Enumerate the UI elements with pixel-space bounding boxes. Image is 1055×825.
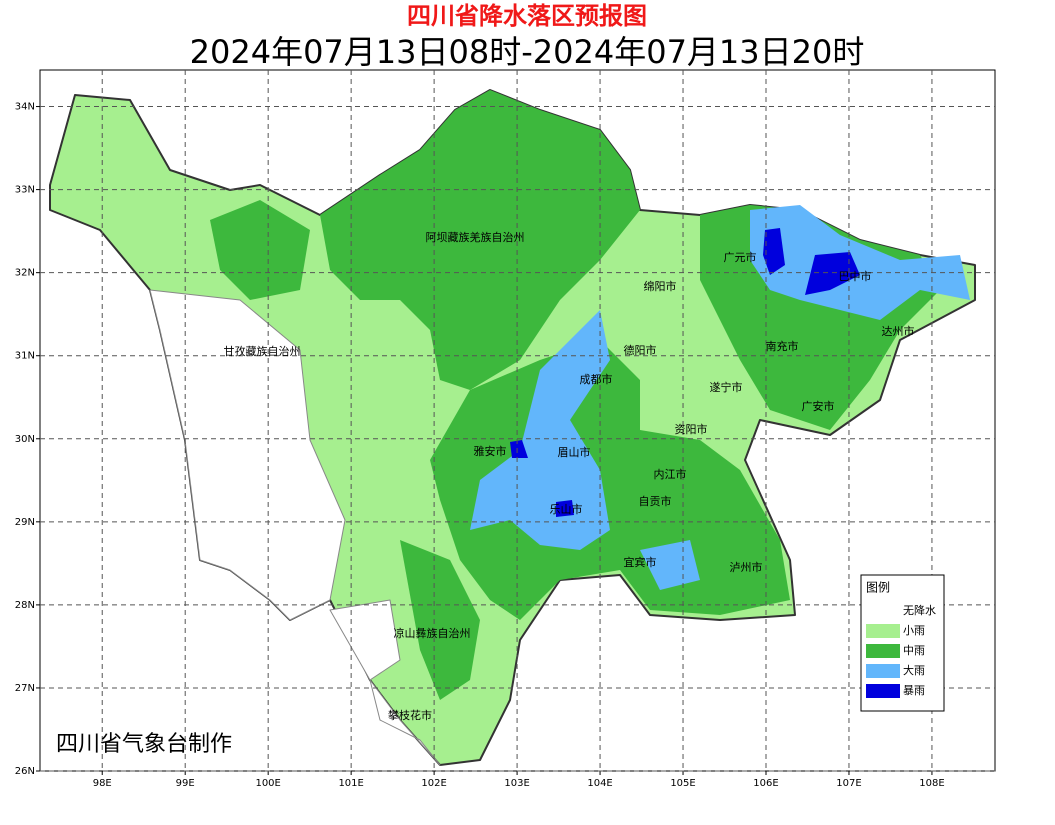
x-tick-label: 103E — [504, 778, 529, 789]
rainstorm-4 — [556, 500, 574, 517]
credit: 四川省气象台制作 — [56, 732, 232, 757]
city-label: 乐山市 — [550, 502, 583, 516]
city-label: 巴中市 — [839, 269, 872, 283]
city-label: 遂宁市 — [710, 380, 743, 394]
legend-label: 大雨 — [903, 663, 925, 677]
legend-swatch — [866, 684, 900, 698]
legend-swatch — [866, 604, 900, 618]
legend-label: 小雨 — [903, 624, 925, 637]
rainstorm-3 — [510, 440, 528, 458]
heavy-rain-south — [640, 540, 700, 590]
city-label: 广安市 — [802, 399, 835, 413]
city-label: 成都市 — [580, 372, 613, 386]
x-tick-label: 106E — [753, 778, 778, 789]
x-tick-label: 99E — [176, 778, 195, 789]
city-label: 绵阳市 — [644, 279, 677, 293]
y-tick-label: 28N — [15, 600, 35, 611]
rainstorm-1 — [763, 228, 785, 275]
city-label: 眉山市 — [558, 445, 591, 459]
legend-title: 图例 — [866, 581, 890, 595]
city-label: 凉山彝族自治州 — [394, 626, 471, 640]
legend-label: 中雨 — [903, 644, 925, 657]
moderate-rain-north — [320, 90, 640, 390]
legend-swatch — [866, 644, 900, 658]
legend-label: 暴雨 — [903, 684, 925, 697]
rain-areas — [49, 89, 976, 766]
grid: 98E 99E 100E 101E 102E 103E 104E 105E 106E 107E 10… — [15, 70, 995, 789]
moderate-rain-center — [430, 340, 790, 620]
city-label: 宜宾市 — [624, 555, 657, 569]
x-tick-label: 98E — [93, 778, 112, 789]
x-tick-label: 100E — [255, 778, 280, 789]
subtitle: 2024年07月13日08时-2024年07月13日20时 — [190, 33, 865, 71]
x-tick-label: 104E — [587, 778, 612, 789]
y-tick-label: 30N — [15, 434, 35, 445]
x-tick-label: 102E — [421, 778, 446, 789]
x-tick-label: 105E — [670, 778, 695, 789]
city-label: 自贡市 — [639, 494, 672, 508]
y-tick-label: 32N — [15, 268, 35, 279]
city-label: 攀枝花市 — [388, 708, 432, 722]
y-tick-label: 33N — [15, 185, 35, 196]
city-label: 内江市 — [654, 467, 687, 481]
title: 四川省降水落区预报图 — [407, 2, 647, 30]
x-tick-label: 108E — [919, 778, 944, 789]
legend-swatch — [866, 624, 900, 638]
no-rain-south — [329, 599, 441, 766]
legend-swatch — [866, 664, 900, 678]
city-label: 南充市 — [766, 339, 799, 353]
heavy-rain-center — [470, 310, 610, 550]
y-tick-label: 27N — [15, 683, 35, 694]
city-label: 甘孜藏族自治州 — [224, 344, 301, 358]
y-tick-label: 31N — [15, 351, 35, 362]
legend-label: 无降水 — [903, 603, 936, 617]
city-label: 广元市 — [724, 250, 757, 264]
y-tick-label: 26N — [15, 766, 35, 777]
moderate-rain-south — [400, 540, 480, 700]
x-tick-label: 107E — [836, 778, 861, 789]
city-label: 达州市 — [882, 324, 915, 338]
x-tick-label: 101E — [338, 778, 363, 789]
city-label: 资阳市 — [675, 422, 708, 436]
y-tick-label: 29N — [15, 517, 35, 528]
moderate-rain-west — [210, 200, 310, 300]
heavy-rain-northeast — [750, 205, 970, 320]
city-label: 雅安市 — [474, 444, 507, 458]
y-tick-label: 34N — [15, 102, 35, 113]
city-label: 德阳市 — [624, 343, 657, 357]
city-label: 泸州市 — [730, 560, 763, 574]
rainstorm-2 — [805, 252, 860, 295]
city-label: 阿坝藏族羌族自治州 — [426, 230, 525, 244]
